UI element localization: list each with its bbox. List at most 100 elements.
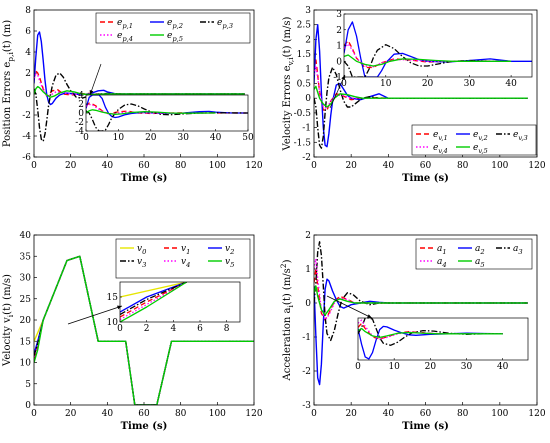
- y-tick-label: -3: [302, 401, 311, 411]
- label-span: p,1: [122, 22, 133, 30]
- inset-x-tick-label: 10: [380, 79, 392, 89]
- inset-y-tick-label: 2: [336, 26, 342, 36]
- zoom-arrowhead: [367, 314, 372, 318]
- inset-y-tick-label: 10: [107, 318, 119, 328]
- label-span: Acceleration a: [282, 307, 293, 381]
- series-group: [314, 241, 528, 386]
- inset-x-tick-label: 40: [505, 79, 517, 89]
- legend-label: v2: [225, 244, 234, 256]
- label-span: Velocity v: [2, 317, 13, 367]
- x-tick-label: 120: [245, 409, 262, 419]
- inset-4: 0 10 20 30 40: [326, 295, 529, 372]
- label-span: Position Errors e: [2, 62, 13, 148]
- inset-x-tick-label: 10: [113, 133, 125, 143]
- inset-x-tick-label: 0: [83, 133, 89, 143]
- label-span: p,5: [172, 35, 183, 43]
- series-line-0-inset-4: [86, 109, 216, 115]
- label-span: i: [286, 304, 295, 307]
- series-line-3-4: [314, 285, 528, 316]
- inset-y-tick-label: 0: [336, 57, 342, 67]
- x-tick-label: 40: [102, 161, 114, 171]
- y-tick-label: 35: [20, 252, 32, 262]
- legend-label: ev,3: [513, 130, 528, 142]
- label-span: v,1: [438, 134, 447, 142]
- inset-y-tick-label: 15: [107, 293, 119, 303]
- y-tick-label: 2: [305, 231, 311, 241]
- inset-x-tick-label: 40: [497, 362, 509, 372]
- inset-3: 0 2 4 6 8 10 15: [67, 281, 241, 334]
- label-span: v: [225, 244, 230, 254]
- y-tick-label: -6: [22, 153, 31, 163]
- x-tick-label: 0: [31, 161, 37, 171]
- inset-x-tick-label: 10: [388, 362, 400, 372]
- x-tick-label: 100: [209, 161, 226, 171]
- plot-frame: [313, 234, 538, 406]
- zoom-arrowhead: [89, 90, 94, 95]
- x-tick-label: 20: [345, 409, 357, 419]
- series-line-0-4: [34, 85, 245, 98]
- label-span: 0: [142, 248, 147, 256]
- label-span: e: [117, 31, 122, 41]
- inset-y-tick-label: 0: [78, 109, 84, 119]
- x-tick-label: 60: [138, 409, 150, 419]
- series-line-3-1: [314, 278, 528, 386]
- label-span: 2: [229, 248, 234, 256]
- x-axis-label: Time (s): [121, 421, 168, 432]
- label-span: e: [117, 18, 122, 28]
- y-tick-label: 30: [20, 274, 32, 284]
- legend-label: ep,4: [117, 31, 133, 43]
- x-tick-label: 120: [245, 161, 262, 171]
- legend-label: ev,5: [473, 143, 488, 155]
- x-tick-label: 100: [491, 409, 508, 419]
- x-tick-label: 120: [528, 161, 545, 171]
- zoom-arrow-line: [89, 63, 102, 96]
- y-tick-label: 2.5: [297, 21, 312, 31]
- y-tick-label: -1: [302, 333, 311, 343]
- label-span: 1: [442, 248, 446, 256]
- label-span: v,2: [478, 134, 487, 142]
- label-span: a: [475, 257, 480, 267]
- label-span: v: [181, 244, 186, 254]
- y-tick-label: 0: [305, 299, 311, 309]
- plot-frame: [33, 9, 255, 158]
- label-span: (t) (m/s: [282, 268, 293, 305]
- y-tick-label: -0.5: [294, 109, 312, 119]
- label-span: v,3: [518, 134, 527, 142]
- legend-label: ev,2: [473, 130, 488, 142]
- inset-area: [344, 14, 532, 77]
- series-line-2-inset-5: [120, 282, 188, 322]
- x-tick-label: 40: [102, 409, 114, 419]
- label-span: a: [437, 244, 442, 254]
- x-tick-label: 80: [175, 161, 187, 171]
- y-tick-label: 1.5: [297, 50, 312, 60]
- series-line-2-inset-2: [120, 282, 187, 313]
- y-tick-label: -1: [302, 124, 311, 134]
- x-tick-label: 0: [311, 409, 317, 419]
- label-span: (t) (m/s): [282, 16, 293, 57]
- label-span: v: [137, 257, 142, 267]
- zoom-arrowhead: [117, 305, 122, 310]
- label-span: Velocity Errors e: [282, 65, 293, 151]
- label-span: e: [167, 31, 172, 41]
- inset-series: [358, 318, 503, 360]
- chart-2: 0 20 40 60 80 100 120-2-1.5-1-0.500.511.522.53…: [282, 6, 546, 184]
- y-tick-label: -2: [22, 111, 31, 121]
- zoom-arrow-line: [326, 295, 373, 319]
- legend-label: a5: [475, 257, 485, 269]
- y-tick-label: 4: [25, 48, 31, 58]
- legend-label: v0: [137, 244, 147, 256]
- inset-x-tick-label: 30: [464, 79, 476, 89]
- legend-2: ev,1 ev,2 ev,3ev,4 ev,5: [411, 124, 537, 156]
- y-tick-label: 20: [20, 316, 32, 326]
- inset-area: [358, 318, 528, 360]
- inset-y-tick-label: 4: [78, 91, 84, 101]
- y-tick-label: -1.5: [294, 138, 312, 148]
- label-span: ): [282, 259, 293, 263]
- y-axis-label: Velocity vi(t) (m/s): [2, 274, 15, 367]
- label-span: e: [513, 130, 518, 140]
- label-span: v,5: [478, 147, 487, 155]
- inset-x-tick-label: 20: [145, 133, 157, 143]
- zoom-arrowhead: [341, 75, 345, 80]
